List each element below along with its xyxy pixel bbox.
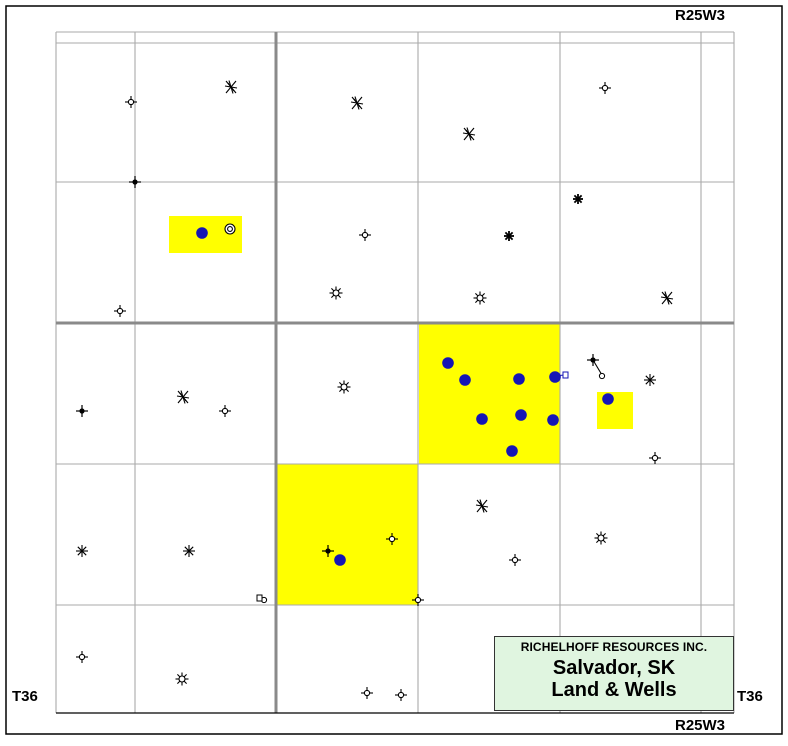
company-well-dot	[334, 554, 346, 566]
gas-well-symbol	[328, 285, 344, 301]
legend-subtitle: Land & Wells	[551, 679, 677, 701]
company-well-dot	[459, 374, 471, 386]
gas-well-symbol	[593, 530, 609, 546]
legend-company-name: RICHELHOFF RESOURCES INC.	[520, 640, 708, 654]
bold-star-well-symbol	[503, 230, 515, 242]
company-well-dot	[515, 409, 527, 421]
company-well-dot	[549, 371, 561, 383]
range-label-bottom: R25W3	[675, 717, 726, 734]
blue-well-tag	[562, 371, 569, 379]
legend-place-name: Salvador, SK	[552, 657, 676, 679]
map-frame	[5, 5, 783, 735]
company-well-dot	[442, 357, 454, 369]
tagged-well-tag	[256, 594, 263, 602]
company-well-dot	[196, 227, 208, 239]
range-label-top: R25W3	[675, 7, 726, 24]
gas-well-symbol	[472, 290, 488, 306]
directional-well-leg	[592, 359, 603, 376]
company-well-dot	[506, 445, 518, 457]
land-parcels	[169, 216, 633, 605]
company-wells	[196, 227, 614, 566]
land-parcel	[419, 324, 560, 464]
township-lines	[56, 32, 734, 713]
gas-well-symbol	[174, 671, 190, 687]
company-well-dot	[513, 373, 525, 385]
company-well-dot	[476, 413, 488, 425]
map-legend-box: RICHELHOFF RESOURCES INC. Salvador, SK L…	[494, 636, 734, 711]
township-label-left: T36	[12, 688, 38, 705]
township-label-right: T36	[737, 688, 763, 705]
suspended-well-symbol-inner	[227, 226, 233, 232]
bottom-hole-symbol	[598, 372, 606, 380]
bold-star-well-symbol	[572, 193, 584, 205]
company-well-dot	[602, 393, 614, 405]
company-well-dot	[547, 414, 559, 426]
land-parcel	[277, 464, 418, 605]
gas-well-symbol	[336, 379, 352, 395]
survey-grid	[55, 31, 735, 713]
